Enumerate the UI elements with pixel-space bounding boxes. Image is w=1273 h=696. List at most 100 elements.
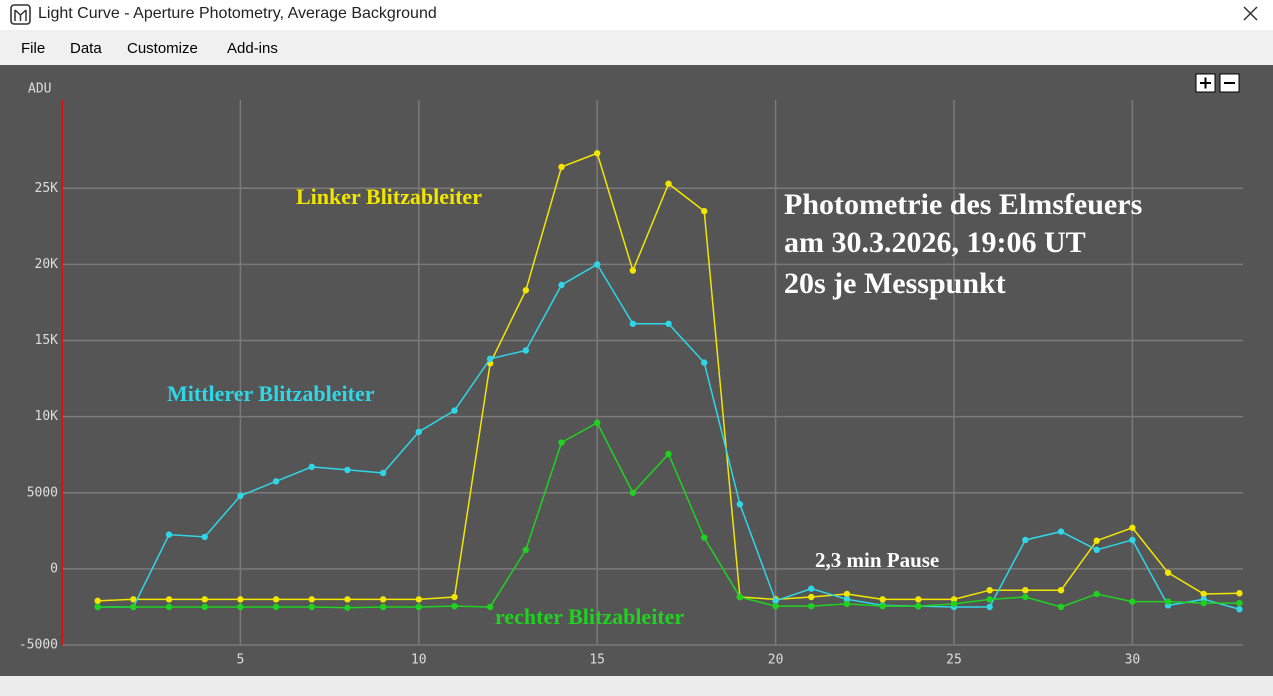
data-point	[486, 355, 494, 362]
legend-label: Mittlerer Blitzableiter	[167, 381, 375, 406]
y-tick-label: 25K	[35, 181, 59, 196]
x-tick-label: 20	[768, 653, 784, 668]
menu-bar: File Data Customize Add-ins	[0, 30, 1273, 65]
data-point	[272, 596, 280, 603]
x-tick-label: 5	[236, 653, 244, 668]
annotation: 2,3 min Pause	[815, 548, 939, 572]
data-point	[1093, 590, 1100, 598]
x-tick-label: 10	[411, 653, 427, 668]
data-point	[558, 281, 565, 289]
data-point	[1093, 537, 1100, 544]
close-button[interactable]	[1241, 4, 1261, 24]
annotation: 20s je Messpunkt	[784, 267, 1006, 300]
y-tick-label: 5000	[27, 485, 58, 500]
data-point	[736, 593, 744, 601]
title-bar: Light Curve - Aperture Photometry, Avera…	[0, 0, 1273, 30]
data-point	[843, 600, 851, 608]
data-point	[94, 597, 101, 605]
data-point	[772, 602, 779, 610]
data-point	[451, 602, 458, 610]
menu-item[interactable]: Customize	[127, 40, 198, 57]
data-point	[1057, 603, 1065, 611]
data-point	[1022, 586, 1029, 594]
data-point	[522, 287, 530, 294]
data-point	[1236, 590, 1243, 597]
data-point	[272, 478, 280, 485]
data-point	[629, 489, 637, 496]
series-line	[97, 263, 1240, 610]
data-point	[986, 586, 993, 594]
data-point	[808, 585, 815, 592]
data-point	[736, 500, 744, 508]
data-point	[950, 600, 958, 608]
data-point	[130, 603, 137, 611]
data-point	[1129, 524, 1136, 531]
data-point	[1129, 536, 1136, 544]
data-point	[201, 596, 208, 603]
data-point	[130, 596, 137, 603]
annotation: Photometrie des Elmsfeuers	[784, 188, 1142, 221]
x-tick-label: 15	[589, 653, 605, 668]
legend-label: rechter Blitzableiter	[495, 604, 684, 629]
data-point	[415, 596, 422, 603]
x-tick-label: 30	[1125, 653, 1141, 668]
data-point	[701, 359, 708, 366]
data-point	[486, 603, 494, 611]
data-point	[201, 603, 208, 611]
data-point	[522, 347, 530, 354]
data-point	[308, 463, 315, 471]
data-point	[1236, 599, 1243, 607]
data-point	[1236, 606, 1243, 613]
y-tick-label: 20K	[35, 257, 59, 272]
data-point	[379, 596, 387, 603]
data-point	[344, 604, 351, 611]
zoom-out-button[interactable]	[1219, 73, 1240, 93]
data-point	[1022, 593, 1029, 601]
x-tick-label: 25	[946, 653, 962, 668]
window-title: Light Curve - Aperture Photometry, Avera…	[38, 5, 437, 22]
data-point	[915, 602, 922, 610]
data-point	[986, 603, 993, 611]
data-point	[1129, 598, 1136, 605]
data-point	[558, 163, 565, 171]
data-point	[415, 603, 422, 611]
data-point	[165, 531, 173, 538]
data-point	[237, 492, 244, 500]
data-point	[451, 593, 458, 601]
data-point	[1057, 528, 1065, 535]
data-point	[308, 603, 315, 611]
menu-item[interactable]: Data	[70, 40, 102, 57]
data-point	[593, 150, 601, 157]
data-point	[879, 602, 886, 610]
data-point	[379, 469, 387, 477]
y-tick-label: 10K	[35, 409, 59, 424]
data-point	[308, 596, 315, 603]
annotation: am 30.3.2026, 19:06 UT	[784, 226, 1086, 259]
data-point	[1200, 599, 1207, 607]
data-point	[665, 180, 672, 187]
data-point	[1200, 590, 1207, 598]
data-point	[950, 596, 958, 603]
menu-item[interactable]: Add-ins	[227, 40, 278, 57]
data-point	[344, 596, 351, 603]
data-point	[1022, 536, 1029, 544]
data-point	[808, 602, 815, 610]
data-point	[701, 534, 708, 541]
zoom-in-button[interactable]	[1195, 73, 1216, 93]
data-point	[1057, 586, 1065, 594]
menu-item[interactable]: File	[21, 40, 46, 57]
status-bar	[0, 676, 1273, 696]
data-point	[237, 603, 244, 611]
data-point	[201, 533, 208, 541]
data-point	[344, 466, 351, 474]
data-point	[165, 596, 173, 603]
data-point	[558, 439, 565, 446]
data-point	[415, 428, 422, 436]
chart-panel: ADU -5000 0 5000 10K 15K 20K 25K 5 10 15 20 25 30 Lin…	[0, 65, 1273, 676]
app-icon	[10, 4, 31, 25]
data-point	[237, 596, 244, 603]
data-point	[1164, 598, 1172, 605]
data-point	[701, 207, 708, 215]
data-point	[1164, 569, 1172, 576]
